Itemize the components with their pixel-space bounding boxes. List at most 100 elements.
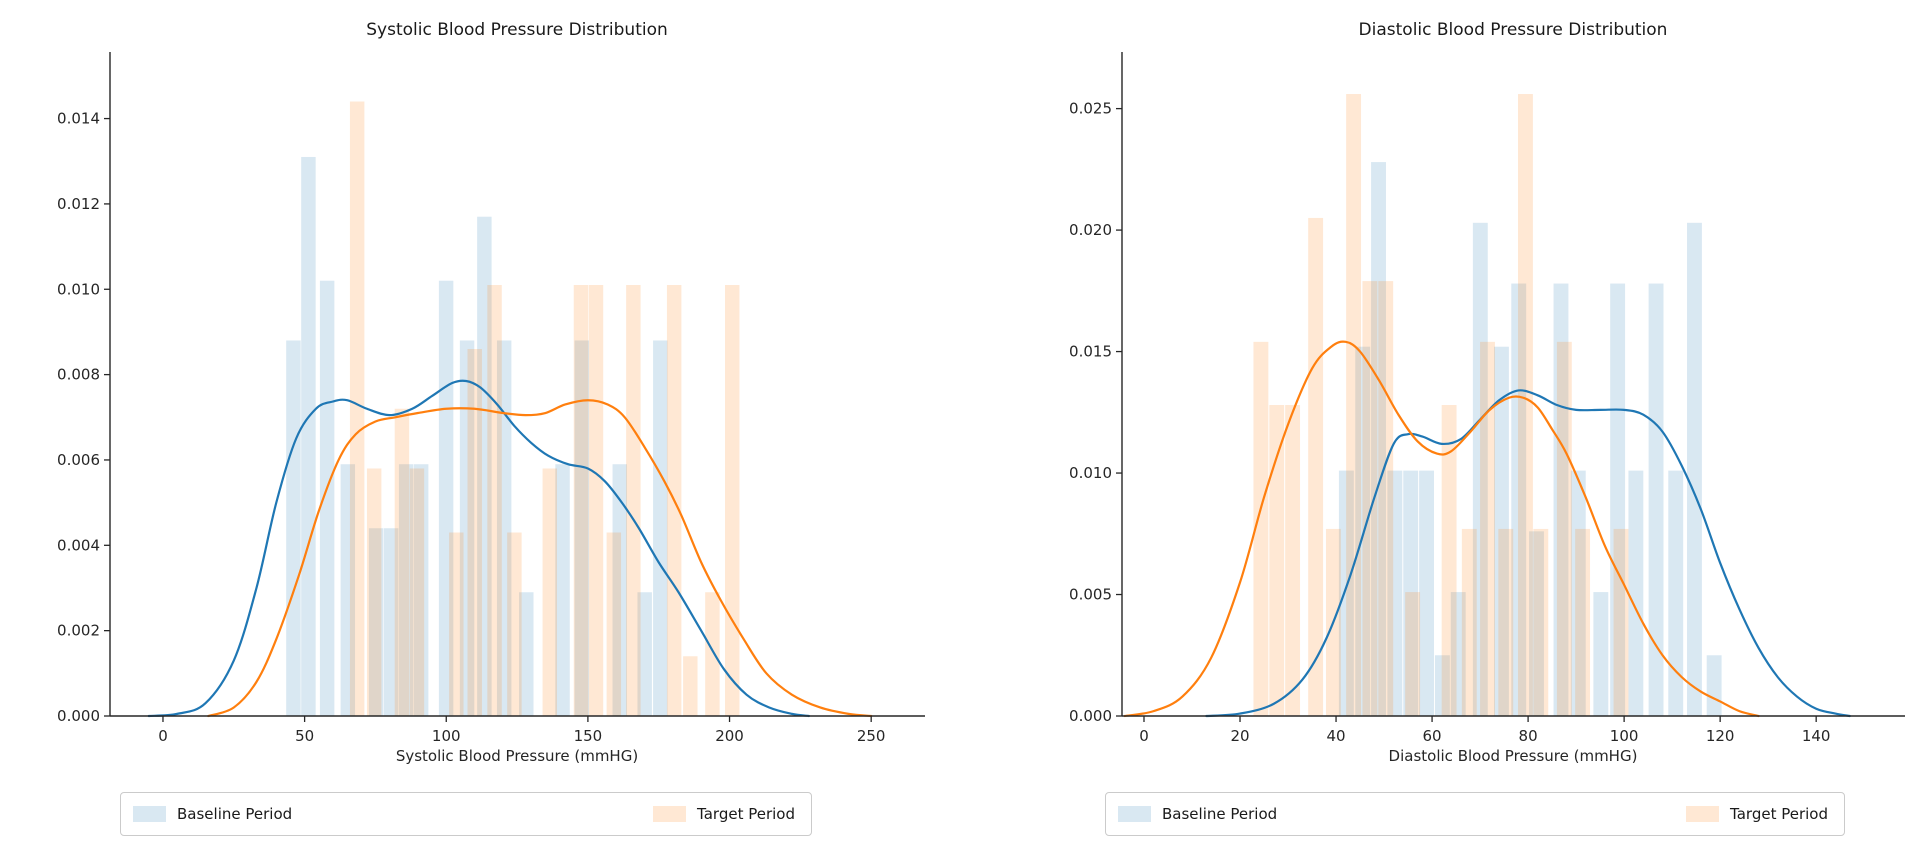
histogram-bar-target [1480,341,1495,716]
x-tick-label: 140 [1802,727,1831,745]
x-tick-label: 120 [1706,727,1735,745]
histogram-bar-baseline [1648,283,1664,716]
histogram-bar-baseline [1628,470,1644,716]
histogram-bar-baseline [398,464,414,716]
x-tick-label: 80 [1519,727,1538,745]
systolic-x-axis-label: Systolic Blood Pressure (mmHG) [395,747,639,765]
y-tick-label: 0.010 [1069,464,1112,482]
y-tick-label: 0.025 [1069,100,1112,118]
histogram-bar-baseline [1355,346,1371,716]
histogram-bar-target [606,532,622,716]
kde-curve-baseline [147,379,810,718]
y-tick-label: 0.014 [57,110,100,128]
x-tick-label: 20 [1230,727,1249,745]
histogram-bar-baseline [1338,470,1354,716]
y-tick-label: 0.015 [1069,343,1112,361]
histogram-bar-target [1556,341,1572,716]
histogram-bar-baseline [319,280,335,716]
y-tick-label: 0.002 [57,622,100,640]
histogram-bar-baseline [519,592,534,716]
histogram-bar-target [1405,592,1421,716]
histogram-bar-target [725,285,740,716]
histogram-bar-baseline [1570,470,1586,716]
histogram-bar-target [1362,281,1378,716]
histogram-bar-baseline [368,528,384,716]
legend-entry-baseline: Baseline Period [1118,805,1277,823]
histogram-bar-baseline [459,340,475,716]
x-tick-label: 0 [1139,727,1149,745]
histogram-bar-target [588,285,604,716]
histogram-bar-baseline [1472,222,1488,717]
x-tick-label: 40 [1326,727,1345,745]
histogram-bar-baseline [301,156,316,717]
histogram-bar-target [626,285,641,716]
histogram-bar-baseline [496,340,512,716]
histogram-bar-baseline [653,340,668,716]
y-tick-label: 0.004 [57,536,100,554]
kde-curve-baseline [1205,389,1851,718]
histogram-bar-target [409,468,425,716]
legend-entry-target: Target Period [1686,805,1828,823]
histogram-bar-target [1498,528,1514,716]
legend-entry-target: Target Period [653,805,795,823]
baseline-legend-label: Baseline Period [1162,805,1278,823]
histogram-bar-baseline [637,592,652,716]
histogram-bar-baseline [612,464,627,716]
histogram-bar-target [1285,405,1301,716]
y-tick-label: 0.012 [57,195,100,213]
histogram-bar-target [705,592,720,716]
systolic-chart-title: Systolic Blood Pressure Distribution [366,20,668,40]
histogram-bar-baseline [1610,283,1626,716]
histogram-bar-baseline [1403,470,1419,716]
histogram-bar-baseline [555,464,570,716]
baseline-swatch-icon [133,806,166,822]
histogram-bar-target [394,408,410,716]
histogram-bar-target [683,656,698,716]
x-tick-label: 100 [1610,727,1639,745]
y-tick-label: 0.010 [57,280,100,298]
x-tick-label: 60 [1423,727,1442,745]
chart-0: 0 50 100 150 200 250 0.000 0.002 0.004 0.006 0.008… [57,52,925,745]
histogram-bar-baseline [413,464,429,716]
diastolic-chart-title: Diastolic Blood Pressure Distribution [1358,20,1668,40]
baseline-legend-label: Baseline Period [177,805,293,823]
histogram-bar-target [573,285,589,716]
target-swatch-icon [1686,806,1720,822]
histogram-bar-baseline [1371,162,1386,716]
chart-1: 0 20 40 60 80 100 120 140 0.000 0.005 0.010 0.015 0.… [1069,52,1905,745]
histogram-bar-baseline [286,340,301,716]
histogram-bar-target [1613,528,1629,716]
histogram-bar-baseline [1434,655,1450,716]
target-legend-label: Target Period [1730,805,1828,823]
y-tick-label: 0.006 [57,451,100,469]
y-tick-label: 0.000 [1069,707,1112,725]
x-tick-label: 100 [432,727,461,745]
y-tick-label: 0.008 [57,366,100,384]
histogram-bar-baseline [1494,346,1509,716]
x-tick-label: 200 [715,727,744,745]
histogram-bar-target [1575,528,1591,716]
y-tick-label: 0.020 [1069,221,1112,239]
x-tick-label: 0 [158,727,168,745]
histogram-bar-baseline [477,216,492,716]
histogram-bar-baseline [383,528,399,716]
histogram-bar-target [1269,405,1285,716]
diastolic-legend: Baseline Period Target Period [1105,792,1845,836]
kde-curve-target [1123,340,1760,718]
histogram-bar-baseline [1668,470,1684,716]
y-tick-label: 0.000 [57,707,100,725]
histogram-bar-target [1533,528,1549,716]
histogram-bar-target [1518,94,1533,716]
histogram-bar-baseline [574,340,590,716]
legend-entry-baseline: Baseline Period [133,805,292,823]
histogram-bar-baseline [1387,470,1403,716]
histogram-bar-target [449,532,464,716]
x-tick-label: 150 [574,727,603,745]
histogram-bar-target [487,285,502,716]
y-tick-label: 0.005 [1069,586,1112,604]
histogram-bar-target [1441,405,1457,716]
histogram-bar-baseline [1593,592,1609,716]
histogram-bar-baseline [340,464,356,716]
